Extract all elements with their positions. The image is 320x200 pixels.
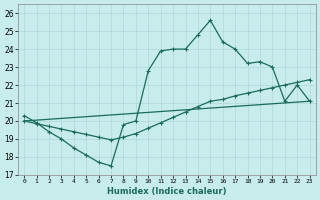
X-axis label: Humidex (Indice chaleur): Humidex (Indice chaleur) [107, 187, 227, 196]
